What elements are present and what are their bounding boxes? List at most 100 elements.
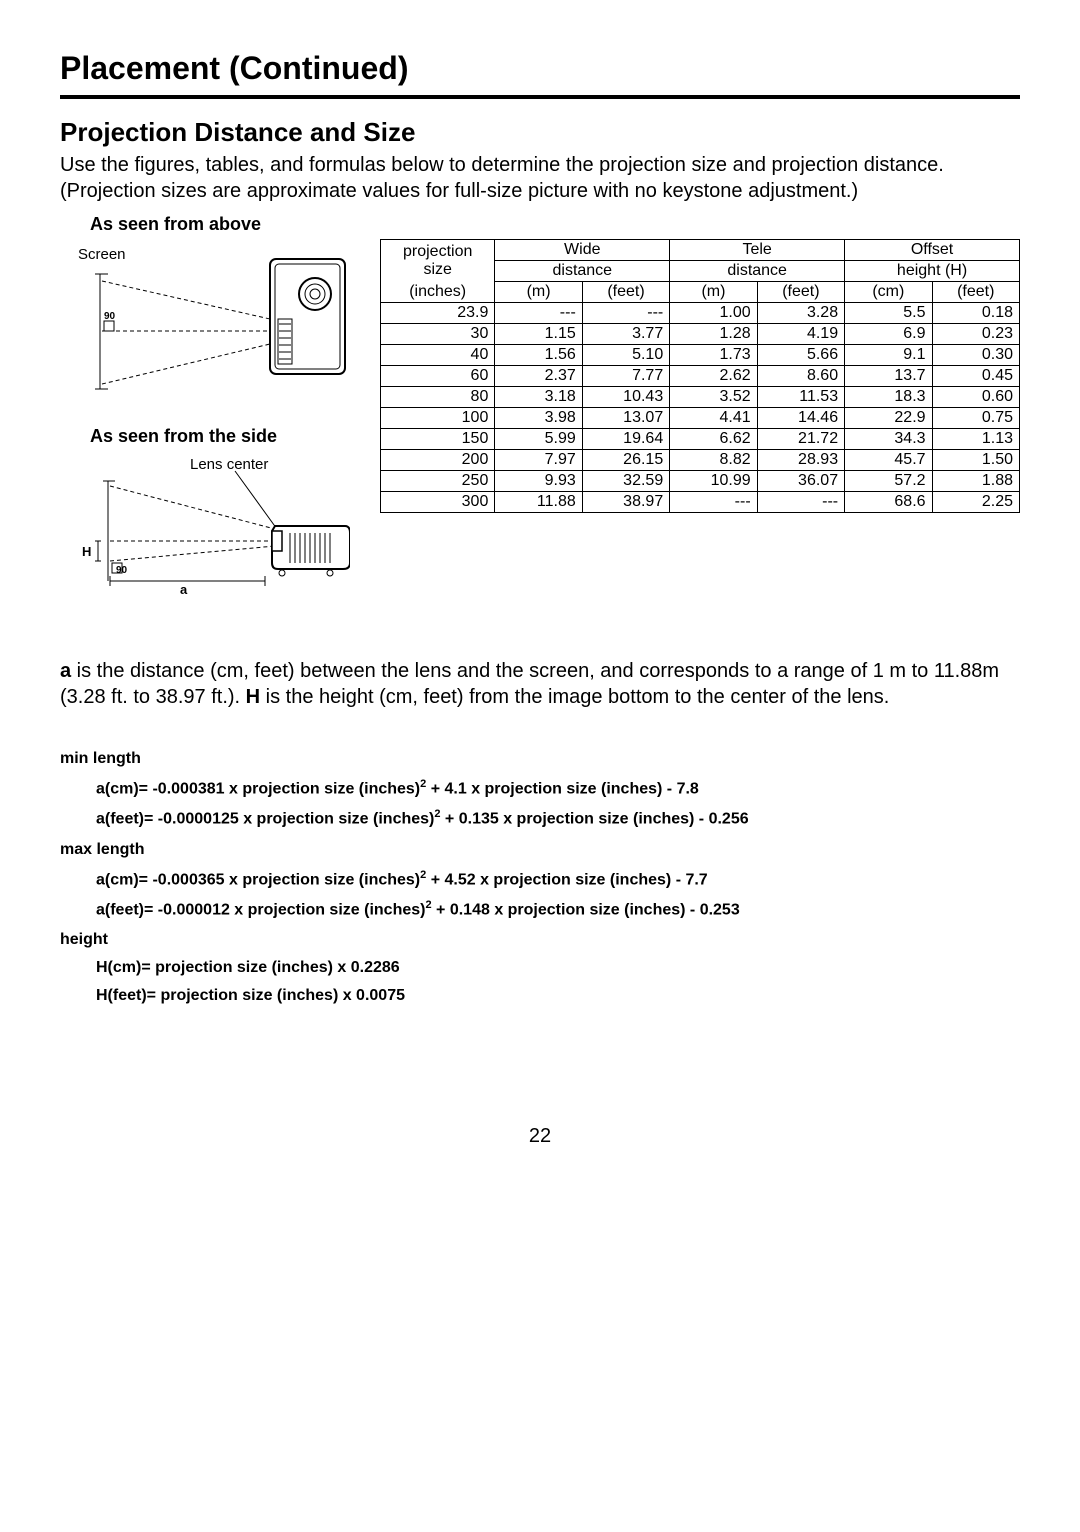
table-cell: 13.07 — [582, 408, 669, 429]
table-cell: 5.99 — [495, 429, 582, 450]
table-row: 301.153.771.284.196.90.23 — [381, 324, 1020, 345]
table-cell: 1.00 — [670, 303, 757, 324]
table-row: 1003.9813.074.4114.4622.90.75 — [381, 408, 1020, 429]
table-row: 2007.9726.158.8228.9345.71.50 — [381, 450, 1020, 471]
table-cell: 22.9 — [845, 408, 932, 429]
table-cell: 100 — [381, 408, 495, 429]
projection-table: projection size Wide Tele Offset distanc… — [380, 239, 1020, 513]
table-cell: 40 — [381, 345, 495, 366]
a-label: a — [180, 582, 188, 597]
table-cell: 8.82 — [670, 450, 757, 471]
formula-max-feet: a(feet)= -0.000012 x projection size (in… — [96, 899, 1020, 919]
table-cell: 9.93 — [495, 471, 582, 492]
table-cell: 250 — [381, 471, 495, 492]
table-row: 30011.8838.97------68.62.25 — [381, 492, 1020, 513]
hdr-tele-dist: distance — [670, 261, 845, 282]
unit-feet-2: (feet) — [757, 282, 844, 303]
table-cell: 3.98 — [495, 408, 582, 429]
angle-90-top: 90 — [104, 311, 116, 322]
table-row: 2509.9332.5910.9936.0757.21.88 — [381, 471, 1020, 492]
unit-feet-1: (feet) — [582, 282, 669, 303]
table-cell: --- — [757, 492, 844, 513]
table-cell: 3.28 — [757, 303, 844, 324]
formulas-block: min length a(cm)= -0.000381 x projection… — [60, 750, 1020, 1005]
table-cell: 150 — [381, 429, 495, 450]
table-cell: 4.41 — [670, 408, 757, 429]
table-cell: 5.10 — [582, 345, 669, 366]
formula-min-feet: a(feet)= -0.0000125 x projection size (i… — [96, 808, 1020, 828]
title-rule — [60, 95, 1020, 99]
table-row: 401.565.101.735.669.10.30 — [381, 345, 1020, 366]
table-cell: 19.64 — [582, 429, 669, 450]
table-cell: 1.50 — [932, 450, 1019, 471]
formula-h-feet: H(feet)= projection size (inches) x 0.00… — [96, 987, 1020, 1005]
table-cell: 0.18 — [932, 303, 1019, 324]
table-cell: 0.45 — [932, 366, 1019, 387]
formula-h-cm: H(cm)= projection size (inches) x 0.2286 — [96, 959, 1020, 977]
table-cell: 28.93 — [757, 450, 844, 471]
table-cell: 14.46 — [757, 408, 844, 429]
table-cell: 21.72 — [757, 429, 844, 450]
unit-m-2: (m) — [670, 282, 757, 303]
table-cell: 8.60 — [757, 366, 844, 387]
table-cell: 30 — [381, 324, 495, 345]
table-cell: 10.43 — [582, 387, 669, 408]
table-row: 602.377.772.628.6013.70.45 — [381, 366, 1020, 387]
hdr-wide-dist: distance — [495, 261, 670, 282]
table-cell: 0.30 — [932, 345, 1019, 366]
label-as-seen-side: As seen from the side — [90, 426, 360, 447]
table-row: 803.1810.433.5211.5318.30.60 — [381, 387, 1020, 408]
hdr-wide: Wide — [495, 240, 670, 261]
hdr-offset: Offset — [845, 240, 1020, 261]
table-cell: 3.77 — [582, 324, 669, 345]
table-row: 23.9------1.003.285.50.18 — [381, 303, 1020, 324]
diagram-top-view: Screen 90 — [60, 239, 360, 414]
table-cell: 26.15 — [582, 450, 669, 471]
table-cell: 1.15 — [495, 324, 582, 345]
page-title: Placement (Continued) — [60, 50, 1020, 87]
table-cell: 6.62 — [670, 429, 757, 450]
table-cell: 57.2 — [845, 471, 932, 492]
angle-90-side: 90 — [116, 565, 128, 576]
max-length-label: max length — [60, 841, 1020, 859]
h-label: H — [82, 544, 91, 559]
table-cell: 3.18 — [495, 387, 582, 408]
min-length-label: min length — [60, 750, 1020, 768]
table-cell: 2.25 — [932, 492, 1019, 513]
table-cell: --- — [670, 492, 757, 513]
table-cell: 10.99 — [670, 471, 757, 492]
table-cell: 18.3 — [845, 387, 932, 408]
unit-m-1: (m) — [495, 282, 582, 303]
table-cell: 23.9 — [381, 303, 495, 324]
table-cell: 13.7 — [845, 366, 932, 387]
explanation-paragraph: a is the distance (cm, feet) between the… — [60, 658, 1020, 710]
table-cell: --- — [495, 303, 582, 324]
table-cell: 6.9 — [845, 324, 932, 345]
table-cell: 1.73 — [670, 345, 757, 366]
table-row: 1505.9919.646.6221.7234.31.13 — [381, 429, 1020, 450]
table-cell: 11.88 — [495, 492, 582, 513]
table-cell: 80 — [381, 387, 495, 408]
table-cell: 38.97 — [582, 492, 669, 513]
hdr-offset-height: height (H) — [845, 261, 1020, 282]
page-number: 22 — [60, 1125, 1020, 1148]
screen-label: Screen — [78, 246, 126, 263]
table-cell: 1.28 — [670, 324, 757, 345]
section-heading: Projection Distance and Size — [60, 117, 1020, 148]
table-cell: 34.3 — [845, 429, 932, 450]
table-cell: 1.88 — [932, 471, 1019, 492]
table-cell: 5.66 — [757, 345, 844, 366]
table-cell: 68.6 — [845, 492, 932, 513]
unit-feet-3: (feet) — [932, 282, 1019, 303]
table-cell: 7.77 — [582, 366, 669, 387]
lens-center-label: Lens center — [190, 456, 268, 473]
formula-max-cm: a(cm)= -0.000365 x projection size (inch… — [96, 869, 1020, 889]
hdr-inches: (inches) — [381, 282, 495, 303]
table-cell: 60 — [381, 366, 495, 387]
table-cell: 1.56 — [495, 345, 582, 366]
table-cell: 32.59 — [582, 471, 669, 492]
intro-text: Use the figures, tables, and formulas be… — [60, 152, 1020, 204]
table-cell: 7.97 — [495, 450, 582, 471]
table-cell: --- — [582, 303, 669, 324]
hdr-tele: Tele — [670, 240, 845, 261]
